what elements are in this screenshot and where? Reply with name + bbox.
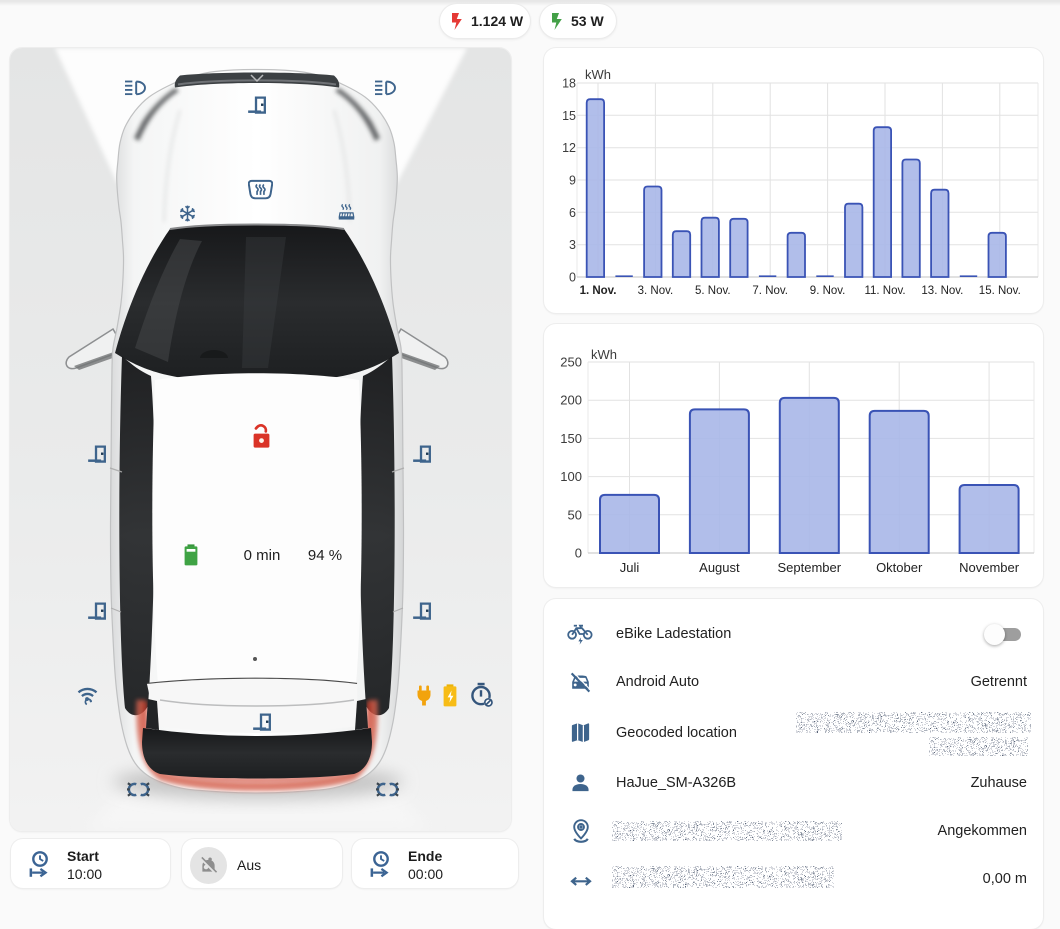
svg-text:3. Nov.: 3. Nov. [638,285,674,297]
svg-text:kWh: kWh [585,67,611,82]
svg-text:Oktober: Oktober [876,560,923,575]
svg-text:15: 15 [562,109,576,123]
svg-text:August: August [699,560,740,575]
svg-text:15. Nov.: 15. Nov. [979,285,1021,297]
svg-text:250: 250 [560,355,582,370]
svg-text:0: 0 [575,546,582,561]
svg-text:100: 100 [560,469,582,484]
svg-text:7. Nov.: 7. Nov. [752,285,788,297]
svg-text:150: 150 [560,431,582,446]
svg-text:5. Nov.: 5. Nov. [695,285,731,297]
svg-text:3: 3 [569,238,576,252]
svg-text:6: 6 [569,206,576,220]
svg-text:Juli: Juli [620,560,640,575]
svg-text:November: November [959,560,1020,575]
svg-text:September: September [778,560,842,575]
svg-text:11. Nov.: 11. Nov. [864,285,905,297]
svg-text:13. Nov.: 13. Nov. [921,285,963,297]
svg-text:0: 0 [569,271,576,285]
svg-text:18: 18 [562,77,576,91]
svg-text:9: 9 [569,174,576,188]
svg-text:200: 200 [560,393,582,408]
svg-text:kWh: kWh [591,347,617,362]
svg-text:50: 50 [568,507,582,522]
svg-text:1. Nov.: 1. Nov. [580,285,617,297]
svg-text:9. Nov.: 9. Nov. [810,285,846,297]
svg-text:12: 12 [562,141,576,155]
